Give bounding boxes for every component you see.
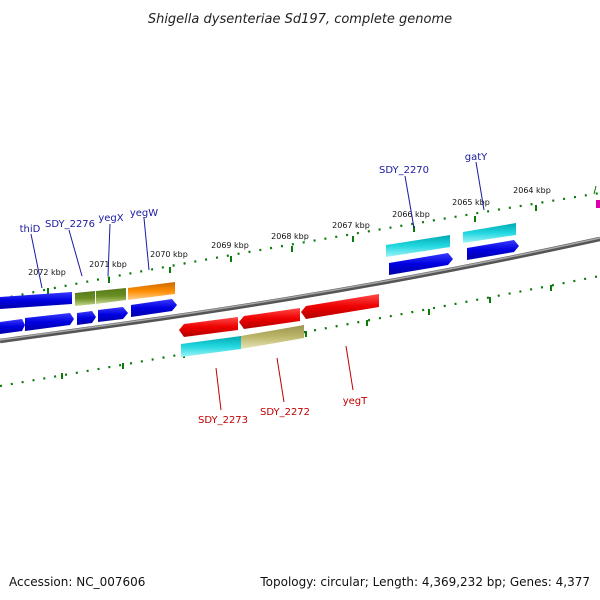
outer-tick-ring	[0, 185, 600, 301]
gene-label-SDY_2276[interactable]: SDY_2276	[45, 219, 95, 230]
gene-arrow-forward[interactable]	[467, 240, 519, 260]
gene-thiD[interactable]	[0, 292, 72, 309]
gene-arrow-forward[interactable]	[25, 313, 74, 331]
gene-arrow-forward[interactable]	[0, 319, 25, 334]
gene-arrow-forward[interactable]	[389, 253, 453, 275]
tick-label: 2069 kbp	[211, 241, 249, 250]
tick-label: 2065 kbp	[452, 198, 490, 207]
gene-label-thiD[interactable]: thiD	[20, 224, 41, 235]
gene-label-SDY_2272[interactable]: SDY_2272	[260, 407, 310, 418]
gene-yegX[interactable]	[96, 288, 126, 304]
gene-SDY_2276[interactable]	[75, 291, 95, 306]
tick-label: 2072 kbp	[28, 268, 66, 277]
forward-genes-inner	[0, 240, 519, 334]
gene-label-yegT[interactable]: yegT	[343, 396, 368, 407]
gene-SDY_2273[interactable]	[181, 336, 241, 357]
gene-label-gatY[interactable]: gatY	[465, 152, 488, 163]
tick-label: 2064 kbp	[513, 186, 551, 195]
gene-label-SDY_2270[interactable]: SDY_2270	[379, 165, 429, 176]
gene-yegW[interactable]	[128, 282, 175, 300]
gene-label-yegX[interactable]: yegX	[98, 213, 123, 224]
accession-text: Accession: NC_007606	[9, 575, 145, 589]
gene-arrow-reverse[interactable]	[301, 294, 379, 319]
forward-genes-outer	[0, 223, 516, 309]
gene-label-yegW[interactable]: yegW	[130, 208, 158, 219]
gene-arrow-forward[interactable]	[77, 311, 96, 325]
top-label-leaders	[30, 161, 485, 289]
tick-label: 2066 kbp	[392, 210, 430, 219]
gene-arrow-forward[interactable]	[98, 307, 128, 322]
tick-label: 2067 kbp	[332, 221, 370, 230]
bottom-label-leaders	[215, 345, 354, 411]
gene-arrow-forward[interactable]	[131, 299, 177, 317]
gene-SDY_2272[interactable]	[241, 325, 304, 349]
gene-label-SDY_2273[interactable]: SDY_2273	[198, 415, 248, 426]
tick-label: 2068 kbp	[271, 232, 309, 241]
tick-label: 2070 kbp	[150, 250, 188, 259]
gene-arrow-reverse[interactable]	[239, 308, 300, 329]
reverse-genes	[179, 294, 379, 357]
gene-SDY_2270[interactable]	[386, 235, 450, 257]
genome-summary-text: Topology: circular; Length: 4,369,232 bp…	[259, 575, 590, 589]
map-title: Shigella dysenteriae Sd197, complete gen…	[148, 12, 452, 27]
genome-backbone	[0, 236, 600, 344]
gene-gatY[interactable]	[463, 223, 516, 243]
gene-arrow-reverse[interactable]	[179, 317, 238, 337]
